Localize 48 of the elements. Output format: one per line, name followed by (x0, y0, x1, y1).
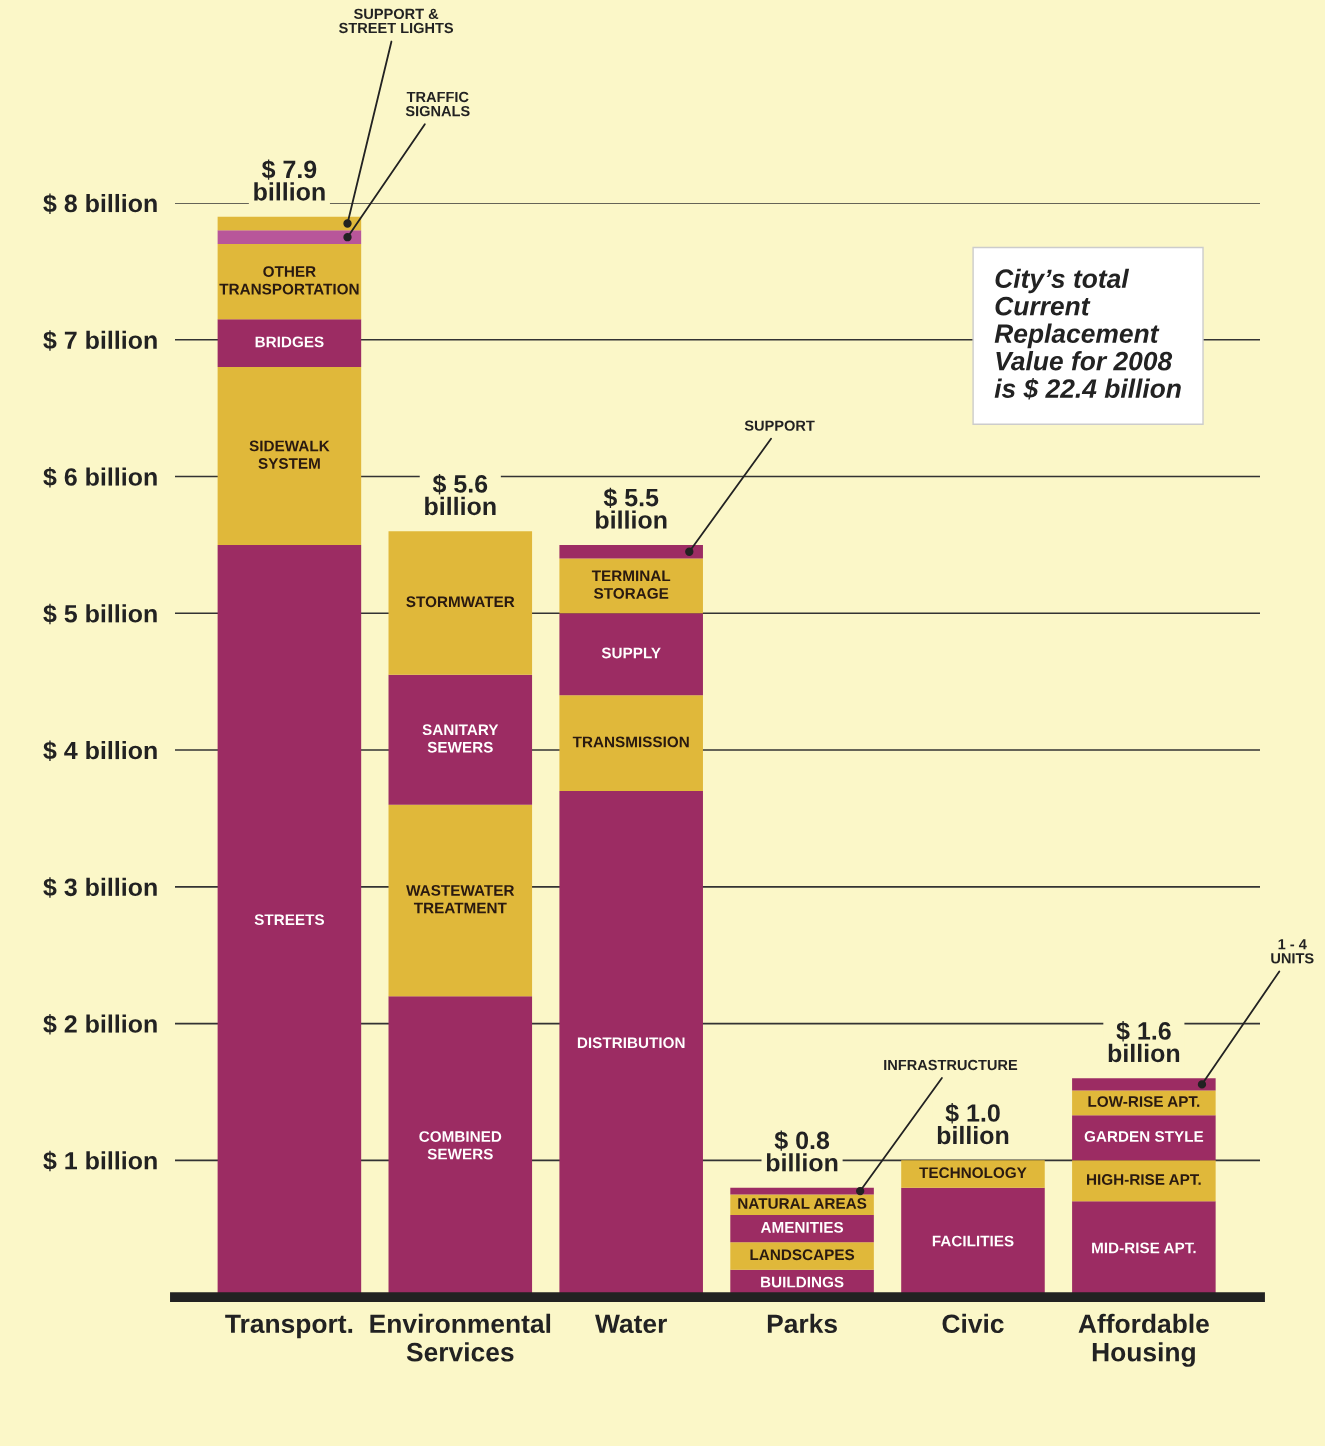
total-label: $ 5.5 billion (596, 487, 667, 529)
series-label: STREETS (254, 914, 325, 926)
series-label: WASTEWATER TREATMENT (406, 884, 515, 914)
series-label: TERMINAL STORAGE (591, 570, 671, 599)
y-tick-label: $ 7 billion (43, 330, 157, 351)
series-label: FACILITIES (932, 1235, 1014, 1247)
total-label: $ 1.6 billion (1108, 1021, 1180, 1063)
text: SUPPORT & STREET LIGHTS (339, 8, 454, 34)
series-label: LANDSCAPES (750, 1249, 855, 1261)
x-tick-label: Affordable Housing (1078, 1313, 1209, 1367)
series-label: SUPPLY (601, 647, 661, 659)
series-label: MID-RISE APT. (1092, 1242, 1196, 1254)
series-label: HIGH-RISE APT. (1087, 1174, 1201, 1185)
series-label: AMENITIES (760, 1221, 844, 1233)
y-tick-label: $ 5 billion (43, 603, 157, 625)
x-tick-label: Water (595, 1314, 667, 1334)
x-tick-label: Parks (767, 1313, 837, 1334)
y-tick-label: $ 2 billion (43, 1014, 157, 1035)
text: 1 - 4 UNITS (1271, 939, 1314, 964)
series-label: STORMWATER (406, 596, 515, 608)
series-label: SANITARY SEWERS (422, 724, 499, 753)
series-label: TECHNOLOGY (919, 1167, 1027, 1179)
total-label: $ 0.8 billion (766, 1130, 838, 1172)
x-tick-label: Transport. (225, 1314, 353, 1339)
series-label: COMBINED SEWERS (419, 1131, 502, 1160)
x-tick-label: Civic (942, 1313, 1004, 1334)
text: INFRASTRUCTURE (884, 1059, 1018, 1071)
series-label: SIDEWALK SYSTEM (249, 440, 330, 469)
series-label: DISTRIBUTION (577, 1037, 685, 1049)
text: TRAFFIC SIGNALS (405, 91, 470, 117)
annotation: City’s total Current Replacement Value for 2008 is $ 22.4 billion (994, 268, 1181, 400)
y-tick-label: $ 1 billion (43, 1150, 157, 1172)
y-tick-label: $ 8 billion (43, 193, 157, 214)
y-tick-label: $ 6 billion (43, 467, 157, 488)
y-tick-label: $ 4 billion (43, 740, 157, 761)
total-label: $ 1.0 billion (937, 1103, 1009, 1145)
series-label: BRIDGES (255, 336, 324, 348)
total-label: $ 5.6 billion (425, 473, 496, 516)
series-label: BUILDINGS (761, 1276, 844, 1288)
x-tick-label: Environmental Services (370, 1313, 551, 1362)
text: SUPPORT (744, 420, 815, 431)
series-label: TRANSMISSION (572, 736, 689, 748)
series-label: OTHER TRANSPORTATION (219, 266, 359, 295)
series-label: GARDEN STYLE (1084, 1131, 1204, 1142)
series-label: NATURAL AREAS (738, 1198, 867, 1209)
series-label: LOW-RISE APT. (1088, 1096, 1200, 1107)
y-tick-label: $ 3 billion (43, 877, 157, 898)
total-label: $ 7.9 billion (254, 159, 325, 201)
